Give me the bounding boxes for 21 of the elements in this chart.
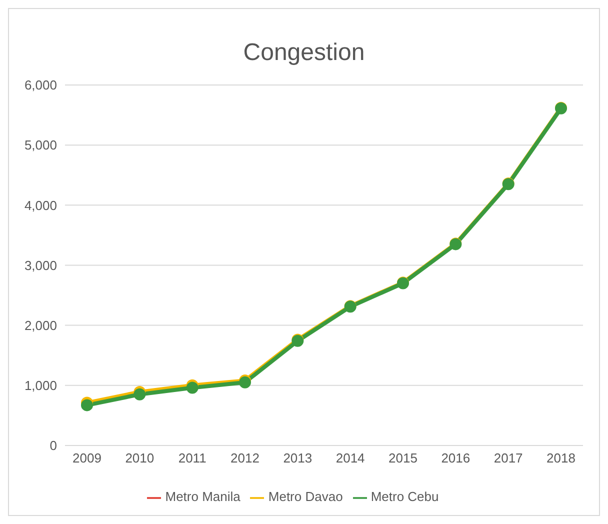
legend-label: Metro Manila: [165, 489, 240, 504]
y-tick-label: 3,000: [24, 258, 57, 273]
y-tick-label: 1,000: [24, 378, 57, 393]
x-tick-label: 2016: [441, 450, 470, 466]
x-tick-label: 2010: [125, 450, 154, 466]
y-tick-label: 4,000: [24, 198, 57, 213]
y-tick-label: 6,000: [24, 78, 57, 93]
x-tick-label: 2011: [178, 450, 206, 466]
x-tick-label: 2015: [388, 450, 418, 466]
x-tick-label: 2013: [283, 450, 312, 466]
x-tick-label: 2018: [546, 450, 576, 466]
x-tick-label: 2009: [72, 450, 102, 466]
legend-label: Metro Cebu: [370, 489, 439, 504]
y-tick-label: 0: [50, 438, 57, 454]
x-tick-label: 2017: [494, 450, 523, 466]
y-tick-label: 5,000: [24, 138, 57, 153]
chart-title: Congestion: [242, 39, 366, 68]
x-tick-label: 2014: [336, 450, 365, 466]
legend-label: Metro Davao: [268, 489, 343, 504]
y-tick-label: 2,000: [24, 318, 57, 333]
x-tick-label: 2012: [230, 450, 260, 466]
